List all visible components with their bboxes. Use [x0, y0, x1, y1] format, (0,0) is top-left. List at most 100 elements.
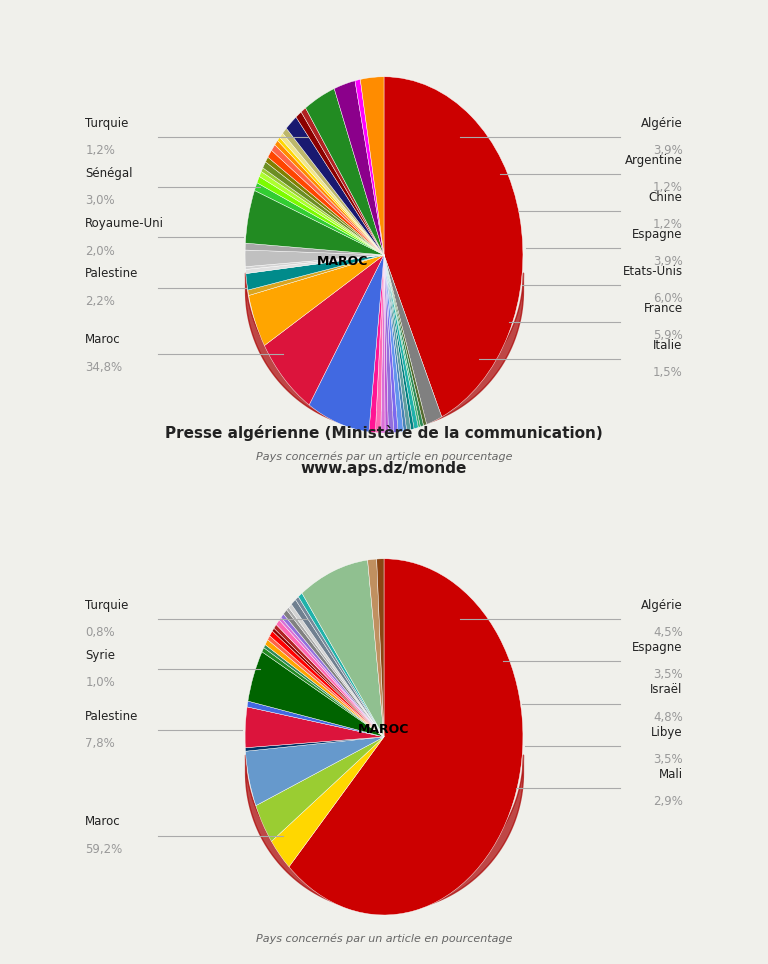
Wedge shape: [245, 707, 384, 748]
Wedge shape: [384, 254, 442, 424]
Text: 2,9%: 2,9%: [653, 795, 683, 808]
Wedge shape: [334, 81, 384, 254]
Wedge shape: [246, 736, 384, 806]
Wedge shape: [262, 648, 384, 736]
Wedge shape: [277, 137, 384, 254]
Text: Israël: Israël: [650, 683, 683, 696]
Wedge shape: [256, 736, 384, 842]
Wedge shape: [279, 617, 384, 736]
Wedge shape: [306, 89, 384, 254]
Wedge shape: [384, 254, 426, 426]
Wedge shape: [296, 112, 384, 254]
Text: 34,8%: 34,8%: [85, 361, 122, 374]
Wedge shape: [246, 254, 384, 274]
Text: 7,8%: 7,8%: [85, 737, 115, 750]
Wedge shape: [384, 254, 420, 427]
Wedge shape: [268, 150, 384, 254]
Wedge shape: [265, 640, 384, 736]
Wedge shape: [267, 636, 384, 736]
Wedge shape: [266, 157, 384, 254]
Text: Presse algérienne (Ministère de la communication): Presse algérienne (Ministère de la commu…: [165, 425, 603, 442]
Wedge shape: [301, 108, 384, 254]
Wedge shape: [274, 625, 384, 736]
Wedge shape: [302, 560, 384, 736]
Text: 5,9%: 5,9%: [653, 329, 683, 342]
Wedge shape: [271, 736, 384, 867]
Wedge shape: [264, 254, 384, 405]
Text: Algérie: Algérie: [641, 599, 683, 612]
Text: Etats-Unis: Etats-Unis: [623, 265, 683, 278]
Text: Pays concernés par un article en pourcentage: Pays concernés par un article en pourcen…: [256, 933, 512, 944]
Wedge shape: [270, 631, 384, 736]
Text: Sénégal: Sénégal: [85, 167, 133, 180]
Wedge shape: [263, 162, 384, 254]
Wedge shape: [248, 652, 384, 736]
Text: Libye: Libye: [651, 726, 683, 738]
Text: 2,0%: 2,0%: [85, 245, 115, 257]
Wedge shape: [384, 254, 419, 429]
Wedge shape: [283, 128, 384, 254]
Wedge shape: [381, 254, 385, 433]
Wedge shape: [254, 183, 384, 254]
Wedge shape: [286, 117, 384, 254]
Wedge shape: [384, 254, 423, 427]
Text: 6,0%: 6,0%: [653, 292, 683, 305]
Text: Palestine: Palestine: [85, 267, 139, 281]
Wedge shape: [245, 254, 384, 270]
Wedge shape: [261, 168, 384, 254]
Wedge shape: [248, 254, 384, 296]
Wedge shape: [257, 176, 384, 254]
Wedge shape: [376, 254, 384, 433]
Wedge shape: [384, 254, 414, 430]
Text: Maroc: Maroc: [85, 816, 121, 828]
Wedge shape: [298, 593, 384, 736]
Wedge shape: [281, 614, 384, 736]
Wedge shape: [247, 701, 384, 736]
Wedge shape: [249, 254, 384, 345]
Wedge shape: [276, 620, 384, 736]
Wedge shape: [263, 645, 384, 736]
Text: Pays concernés par un article en pourcentage: Pays concernés par un article en pourcen…: [256, 451, 512, 462]
Text: 2,2%: 2,2%: [85, 295, 115, 308]
Text: Espagne: Espagne: [632, 228, 683, 241]
Text: 1,2%: 1,2%: [653, 181, 683, 194]
Text: Turquie: Turquie: [85, 599, 129, 612]
Wedge shape: [384, 254, 403, 432]
Wedge shape: [245, 243, 384, 254]
Text: 4,5%: 4,5%: [653, 627, 683, 639]
Text: 0,8%: 0,8%: [85, 627, 115, 639]
Wedge shape: [272, 145, 384, 254]
Wedge shape: [384, 254, 411, 431]
Text: Italie: Italie: [654, 338, 683, 352]
Text: Royaume-Uni: Royaume-Uni: [85, 217, 164, 230]
Text: 1,2%: 1,2%: [653, 218, 683, 231]
Text: 1,5%: 1,5%: [653, 366, 683, 379]
Wedge shape: [260, 172, 384, 254]
Wedge shape: [369, 254, 384, 433]
Wedge shape: [245, 736, 384, 751]
Text: 1,2%: 1,2%: [85, 145, 115, 157]
Text: 3,5%: 3,5%: [653, 668, 683, 682]
Wedge shape: [291, 600, 384, 736]
Wedge shape: [273, 629, 384, 736]
Text: 1,0%: 1,0%: [85, 677, 115, 689]
Wedge shape: [246, 254, 384, 290]
Wedge shape: [368, 559, 384, 736]
Wedge shape: [355, 79, 384, 254]
Text: MAROC: MAROC: [359, 723, 409, 736]
Text: MAROC: MAROC: [316, 255, 368, 268]
Wedge shape: [283, 610, 384, 736]
Text: 3,9%: 3,9%: [653, 145, 683, 157]
Text: Palestine: Palestine: [85, 710, 139, 723]
Wedge shape: [376, 559, 384, 736]
Wedge shape: [384, 254, 398, 433]
Wedge shape: [289, 559, 523, 915]
Text: 3,5%: 3,5%: [653, 753, 683, 766]
Text: 3,0%: 3,0%: [85, 195, 115, 207]
Wedge shape: [280, 133, 384, 254]
Text: 4,8%: 4,8%: [653, 710, 683, 724]
Wedge shape: [360, 77, 384, 254]
Text: Syrie: Syrie: [85, 649, 115, 662]
Text: Chine: Chine: [649, 191, 683, 203]
Text: Argentine: Argentine: [625, 154, 683, 167]
